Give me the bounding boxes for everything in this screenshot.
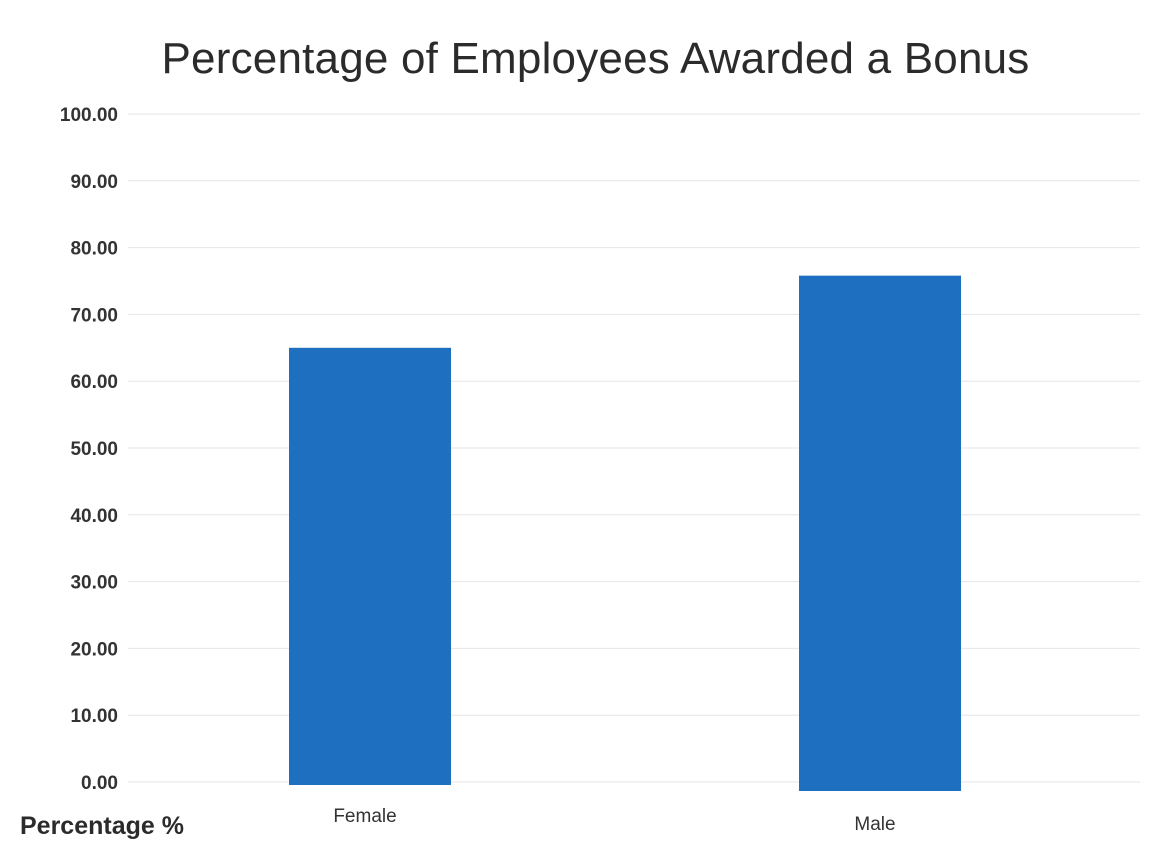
y-tick-label: 100.00	[60, 105, 118, 126]
y-tick-label: 30.00	[70, 573, 118, 594]
y-tick-label: 50.00	[70, 439, 118, 460]
y-tick-label: 20.00	[70, 639, 118, 660]
x-tick-label: Female	[333, 806, 396, 827]
y-tick-label: 0.00	[81, 773, 118, 794]
chart-title: Percentage of Employees Awarded a Bonus	[161, 34, 1030, 83]
x-tick-label: Male	[854, 814, 895, 835]
y-axis-title: Percentage %	[20, 812, 184, 840]
y-tick-label: 90.00	[70, 172, 118, 193]
bar-male	[799, 275, 961, 791]
y-tick-label: 80.00	[70, 239, 118, 260]
y-tick-label: 10.00	[70, 706, 118, 727]
y-tick-label: 60.00	[70, 372, 118, 393]
y-tick-label: 70.00	[70, 305, 118, 326]
bar-female	[289, 347, 451, 785]
y-tick-label: 40.00	[70, 506, 118, 527]
